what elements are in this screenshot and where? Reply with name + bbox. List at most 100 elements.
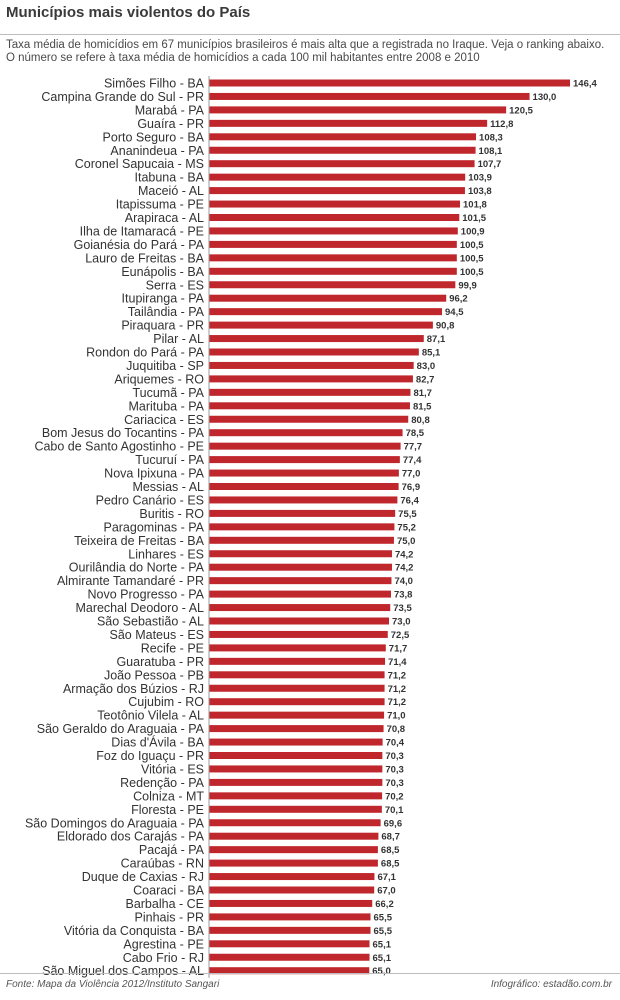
bar bbox=[209, 577, 392, 585]
value-label: 99,9 bbox=[458, 280, 477, 291]
value-label: 96,2 bbox=[449, 294, 468, 305]
value-label: 81,7 bbox=[413, 388, 432, 399]
bar bbox=[209, 832, 379, 840]
category-label: Simões Filho - BA bbox=[104, 77, 205, 91]
bar bbox=[209, 227, 458, 235]
value-label: 90,8 bbox=[436, 321, 455, 332]
category-label: Pedro Canário - ES bbox=[96, 493, 204, 507]
category-label: Itupiranga - PA bbox=[122, 292, 205, 306]
bar bbox=[209, 967, 370, 975]
bar bbox=[209, 321, 433, 329]
bar bbox=[209, 550, 392, 558]
footer-divider bbox=[0, 973, 620, 974]
value-label: 94,5 bbox=[445, 307, 464, 318]
bar bbox=[209, 133, 477, 141]
value-label: 77,0 bbox=[402, 469, 421, 480]
category-label: Buritis - RO bbox=[139, 507, 204, 521]
value-label: 130,0 bbox=[533, 92, 557, 103]
category-label: Coaraci - BA bbox=[133, 884, 205, 898]
value-label: 74,0 bbox=[394, 576, 413, 587]
category-label: Itabuna - BA bbox=[135, 171, 205, 185]
category-label: Cabo de Santo Agostinho - PE bbox=[34, 440, 204, 454]
value-label: 108,3 bbox=[479, 132, 503, 143]
bar bbox=[209, 671, 385, 679]
category-label: Redenção - PA bbox=[120, 776, 205, 790]
category-label: Ilha de Itamaracá - PE bbox=[80, 224, 204, 238]
value-label: 68,5 bbox=[381, 845, 400, 856]
category-label: Vitória da Conquista - BA bbox=[64, 924, 205, 938]
value-label: 65,5 bbox=[374, 912, 393, 923]
bar bbox=[209, 953, 370, 961]
category-label: Cujubim - RO bbox=[128, 695, 204, 709]
value-label: 71,2 bbox=[388, 670, 407, 681]
category-label: Pilar - AL bbox=[153, 332, 204, 346]
bar bbox=[209, 617, 390, 625]
value-label: 66,2 bbox=[375, 899, 394, 910]
bar bbox=[209, 563, 392, 571]
category-label: São Mateus - ES bbox=[110, 628, 205, 642]
value-label: 107,7 bbox=[478, 159, 502, 170]
bar bbox=[209, 214, 460, 221]
value-label: 75,5 bbox=[398, 509, 417, 520]
category-label: São Miguel dos Campos - AL bbox=[42, 964, 204, 978]
value-label: 68,5 bbox=[381, 859, 400, 870]
bar bbox=[209, 926, 371, 934]
category-label: Arapiraca - AL bbox=[125, 211, 204, 225]
bar bbox=[209, 361, 414, 369]
value-label: 120,5 bbox=[509, 105, 533, 116]
category-label: Tailândia - PA bbox=[128, 305, 205, 319]
bar bbox=[209, 805, 382, 813]
value-label: 78,5 bbox=[406, 428, 425, 439]
value-label: 72,5 bbox=[391, 630, 410, 641]
value-label: 71,0 bbox=[387, 711, 406, 722]
value-label: 73,0 bbox=[392, 617, 411, 628]
category-label: Tucuruí - PA bbox=[135, 453, 204, 467]
bar bbox=[209, 509, 396, 517]
value-label: 76,9 bbox=[402, 482, 421, 493]
value-label: 71,4 bbox=[388, 657, 407, 668]
title-divider bbox=[0, 34, 620, 35]
bar bbox=[209, 940, 370, 948]
bar bbox=[209, 173, 466, 181]
bar bbox=[209, 402, 410, 410]
bar bbox=[209, 483, 399, 490]
bar bbox=[209, 752, 383, 759]
value-label: 87,1 bbox=[427, 334, 446, 345]
bar bbox=[209, 375, 413, 383]
bar bbox=[209, 630, 388, 638]
category-label: São Sebastião - AL bbox=[97, 615, 204, 629]
category-label: Dias d'Ávila - BA bbox=[111, 735, 204, 750]
category-label: Guaratuba - PR bbox=[116, 655, 204, 669]
bar bbox=[209, 523, 395, 531]
value-label: 112,8 bbox=[490, 119, 513, 130]
value-label: 101,5 bbox=[462, 213, 486, 224]
bar bbox=[209, 711, 385, 719]
bar bbox=[209, 684, 385, 692]
bar bbox=[209, 294, 447, 302]
category-label: Messias - AL bbox=[132, 480, 204, 494]
category-label: Linhares - ES bbox=[128, 547, 204, 561]
category-label: Marabá - PA bbox=[135, 103, 205, 117]
bar bbox=[209, 846, 378, 854]
category-label: Floresta - PE bbox=[131, 803, 204, 817]
category-label: Cariacica - ES bbox=[124, 413, 204, 427]
bar bbox=[209, 536, 394, 544]
category-label: Teotônio Vilela - AL bbox=[97, 709, 204, 723]
bar bbox=[209, 792, 383, 800]
category-label: Itapissuma - PE bbox=[116, 198, 204, 212]
value-label: 65,5 bbox=[374, 926, 393, 937]
category-label: Almirante Tamandaré - PR bbox=[57, 574, 204, 588]
bar bbox=[209, 442, 401, 450]
bar bbox=[209, 187, 465, 195]
category-label: Pacajá - PA bbox=[139, 843, 205, 857]
bar bbox=[209, 859, 378, 867]
bar bbox=[209, 469, 399, 477]
value-label: 73,8 bbox=[394, 590, 413, 601]
bar bbox=[209, 913, 371, 921]
value-label: 65,1 bbox=[373, 953, 392, 964]
bar bbox=[209, 778, 383, 786]
category-label: Bom Jesus do Tocantins - PA bbox=[42, 426, 205, 440]
value-label: 69,6 bbox=[384, 818, 403, 829]
category-label: Caraúbas - RN bbox=[121, 857, 204, 871]
